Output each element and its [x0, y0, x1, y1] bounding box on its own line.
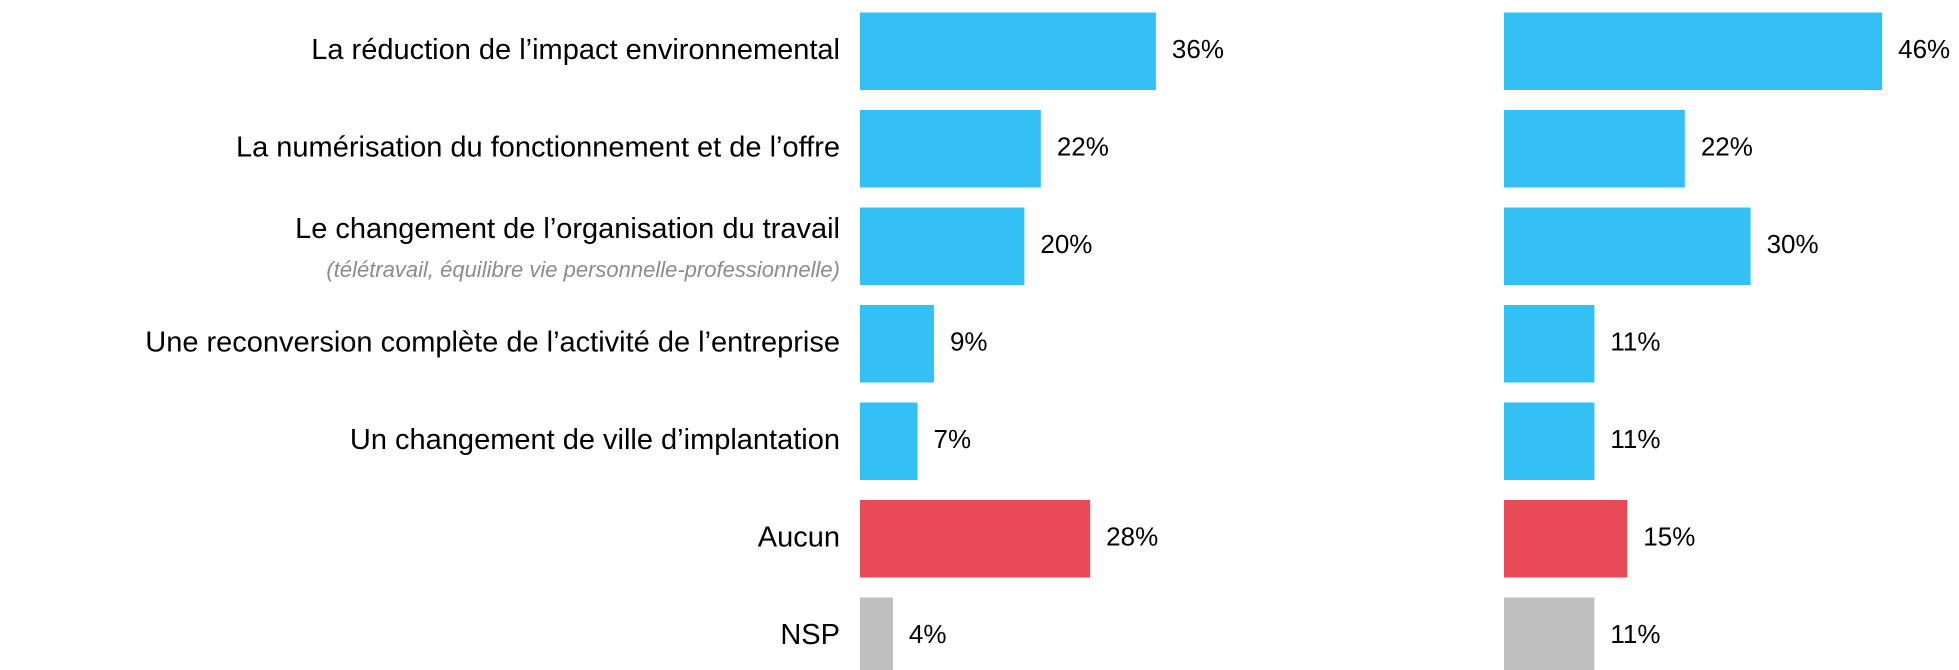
category-label: Un changement de ville d’implantation: [350, 424, 840, 456]
value-label: 30%: [1767, 229, 1819, 259]
bar: [860, 207, 1025, 285]
category-label: La numérisation du fonctionnement et de …: [236, 131, 840, 163]
bar: [860, 110, 1041, 188]
value-label: 46%: [1898, 34, 1950, 64]
bar: [860, 597, 893, 670]
value-label: 28%: [1106, 522, 1158, 552]
category-note: (télétravail, équilibre vie personnelle-…: [326, 257, 840, 282]
bar: [1504, 305, 1595, 383]
category-label: NSP: [780, 619, 840, 651]
value-label: 22%: [1057, 132, 1109, 162]
value-label: 11%: [1610, 619, 1660, 649]
bar: [860, 305, 934, 383]
value-label: 11%: [1610, 327, 1660, 357]
bar: [1504, 12, 1883, 90]
value-label: 11%: [1610, 424, 1660, 454]
value-label: 22%: [1701, 132, 1753, 162]
bar: [1504, 597, 1595, 670]
value-label: 15%: [1643, 522, 1695, 552]
category-label: Le changement de l’organisation du trava…: [295, 213, 840, 245]
value-label: 9%: [950, 327, 988, 357]
bar: [1504, 402, 1595, 480]
category-label: La réduction de l’impact environnemental: [311, 34, 840, 66]
bar: [860, 402, 918, 480]
value-label: 36%: [1172, 34, 1224, 64]
bar: [1504, 207, 1751, 285]
value-label: 20%: [1040, 229, 1092, 259]
bar: [860, 500, 1091, 578]
value-label: 7%: [934, 424, 972, 454]
bar: [1504, 110, 1685, 188]
bar: [1504, 500, 1628, 578]
bar: [860, 12, 1156, 90]
value-label: 4%: [909, 619, 947, 649]
category-label: Une reconversion complète de l’activité …: [145, 326, 840, 358]
category-label: Aucun: [758, 521, 840, 553]
